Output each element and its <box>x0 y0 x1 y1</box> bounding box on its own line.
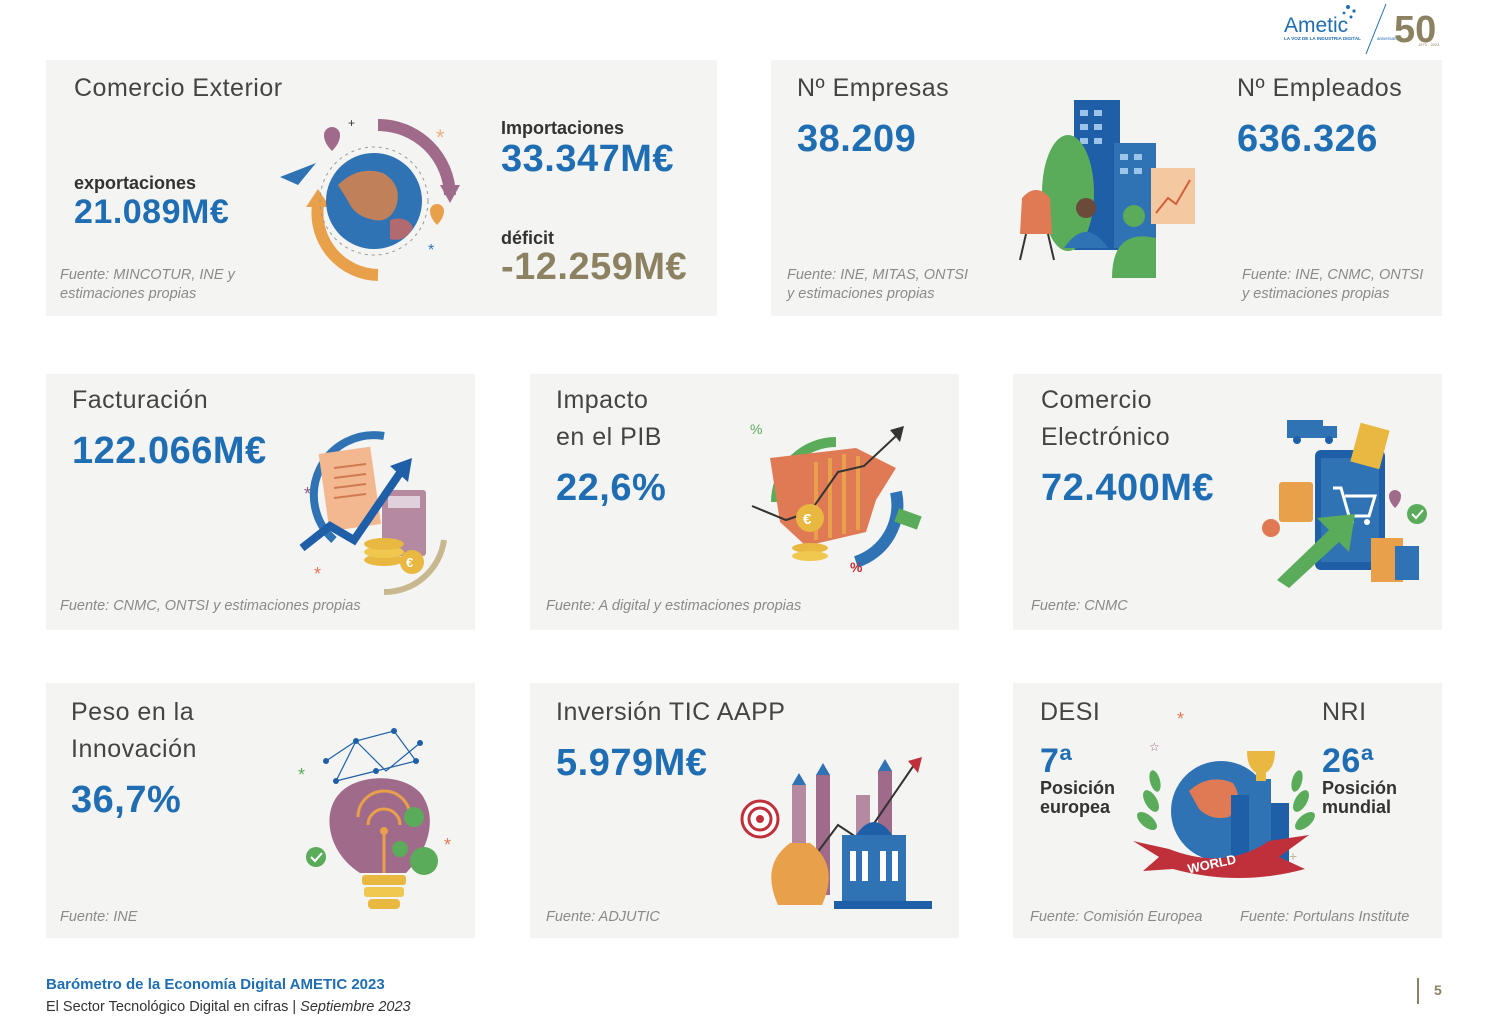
page-divider <box>1417 978 1419 1004</box>
inversion-value: 5.979M€ <box>556 742 708 784</box>
svg-text:%: % <box>750 421 762 437</box>
logo-50: 50 <box>1394 9 1436 51</box>
card-impacto-pib: Impacto en el PIB 22,6% Fuente: A digita… <box>530 374 959 630</box>
globe-trade-illustration: + * * <box>278 115 468 285</box>
source: Fuente: CNMC, ONTSI y estimaciones propi… <box>60 598 361 614</box>
empleados-value: 636.326 <box>1237 118 1378 160</box>
deficit-value: -12.259M€ <box>501 246 688 288</box>
desi-value: 7ª <box>1040 742 1073 780</box>
desi-label-line-1: Posición <box>1040 778 1116 798</box>
exports-label: exportaciones <box>74 173 197 193</box>
innovacion-value: 36,7% <box>71 779 182 821</box>
svg-text:€: € <box>803 511 812 528</box>
card-title-line-1: Impacto <box>556 386 649 414</box>
desi-source: Fuente: Comisión Europea <box>1030 909 1203 925</box>
deficit-label: déficit <box>501 228 555 248</box>
logo-anniversary-word: aniversario <box>1377 36 1400 41</box>
investment-illustration <box>738 755 938 915</box>
card-comercio-exterior: Comercio Exterior exportaciones 21.089M€… <box>46 60 717 316</box>
card-inversion-tic: Inversión TIC AAPP 5.979M€ Fuente: ADJUT… <box>530 683 959 938</box>
svg-text:*: * <box>444 835 451 855</box>
source: Fuente: INE <box>60 909 138 925</box>
footer-subtitle-date: Septiembre 2023 <box>300 999 411 1015</box>
card-innovacion: Peso en la Innovación 36,7% Fuente: INE … <box>46 683 475 938</box>
office-people-illustration <box>1016 98 1206 288</box>
empleados-source-line-2: y estimaciones propias <box>1242 286 1390 302</box>
nri-source: Fuente: Portulans Institute <box>1240 909 1410 925</box>
card-title: Comercio Exterior <box>74 74 283 102</box>
nri-title: NRI <box>1322 698 1367 726</box>
desi-title: DESI <box>1040 698 1101 726</box>
svg-text:*: * <box>304 484 311 504</box>
imports-label: Importaciones <box>501 118 625 138</box>
ecommerce-value: 72.400M€ <box>1041 467 1215 509</box>
card-comercio-electronico: Comercio Electrónico 72.400M€ Fuente: CN… <box>1013 374 1442 630</box>
empresas-title: Nº Empresas <box>797 74 950 102</box>
desi-label-line-2: europea <box>1040 797 1111 817</box>
logo-years: 1973 - 2023 <box>1418 42 1440 47</box>
svg-text:*: * <box>314 564 321 584</box>
ametic-logo: Ametic LA VOZ DE LA INDUSTRIA DIGITAL an… <box>1282 2 1447 56</box>
svg-text:*: * <box>1177 711 1184 729</box>
footer-title: Barómetro de la Economía Digital AMETIC … <box>46 976 385 993</box>
pib-value: 22,6% <box>556 467 667 509</box>
card-empresas-empleados: Nº Empresas 38.209 Nº Empleados 636.326 … <box>771 60 1442 316</box>
page-number: 5 <box>1434 982 1442 998</box>
footer-subtitle: El Sector Tecnológico Digital en cifras … <box>46 999 411 1015</box>
exports-value: 21.089M€ <box>74 193 230 231</box>
empleados-source-line-1: Fuente: INE, CNMC, ONTSI <box>1242 267 1424 283</box>
facturacion-value: 122.066M€ <box>72 430 267 472</box>
card-title-line-2: Innovación <box>71 735 197 763</box>
nri-label-line-1: Posición <box>1322 778 1398 798</box>
source: Fuente: A digital y estimaciones propias <box>546 598 802 614</box>
empresas-source-line-2: y estimaciones propias <box>787 286 935 302</box>
card-title-line-2: en el PIB <box>556 423 662 451</box>
svg-text:+: + <box>1289 848 1297 864</box>
logo-name: Ametic <box>1284 14 1348 37</box>
lightbulb-illustration: * * <box>296 721 466 916</box>
source: Fuente: ADJUTIC <box>546 909 660 925</box>
source-line-1: Fuente: MINCOTUR, INE y <box>60 267 235 283</box>
card-title: Inversión TIC AAPP <box>556 698 786 726</box>
card-title-line-1: Peso en la <box>71 698 195 726</box>
card-title: Facturación <box>72 386 209 414</box>
source-line-2: estimaciones propias <box>60 286 197 302</box>
source: Fuente: CNMC <box>1031 598 1128 614</box>
card-desi-nri: DESI 7ª Posición europea NRI 26ª Posició… <box>1013 683 1442 938</box>
svg-text:%: % <box>850 559 863 575</box>
nri-label-line-2: mundial <box>1322 797 1392 817</box>
nri-value: 26ª <box>1322 742 1374 780</box>
ecommerce-illustration <box>1259 412 1434 592</box>
card-title-line-1: Comercio <box>1041 386 1152 414</box>
svg-text:*: * <box>428 242 434 259</box>
world-ranking-illustration: WORLD * ☆ + <box>1129 711 1323 891</box>
svg-text:*: * <box>298 765 305 785</box>
footer-subtitle-text: El Sector Tecnológico Digital en cifras … <box>46 999 301 1015</box>
svg-text:*: * <box>436 125 445 150</box>
svg-text:€: € <box>406 555 413 570</box>
svg-text:☆: ☆ <box>1149 740 1160 754</box>
imports-value: 33.347M€ <box>501 138 675 180</box>
empresas-source-line-1: Fuente: INE, MITAS, ONTSI <box>787 267 969 283</box>
svg-text:+: + <box>348 116 355 130</box>
card-title-line-2: Electrónico <box>1041 423 1171 451</box>
empleados-title: Nº Empleados <box>1237 74 1403 102</box>
card-facturacion: Facturación 122.066M€ Fuente: CNMC, ONTS… <box>46 374 475 630</box>
spain-gdp-illustration: € % % <box>746 412 931 582</box>
empresas-value: 38.209 <box>797 118 917 160</box>
logo-tagline: LA VOZ DE LA INDUSTRIA DIGITAL <box>1284 36 1361 41</box>
revenue-growth-illustration: € * * <box>294 430 459 598</box>
